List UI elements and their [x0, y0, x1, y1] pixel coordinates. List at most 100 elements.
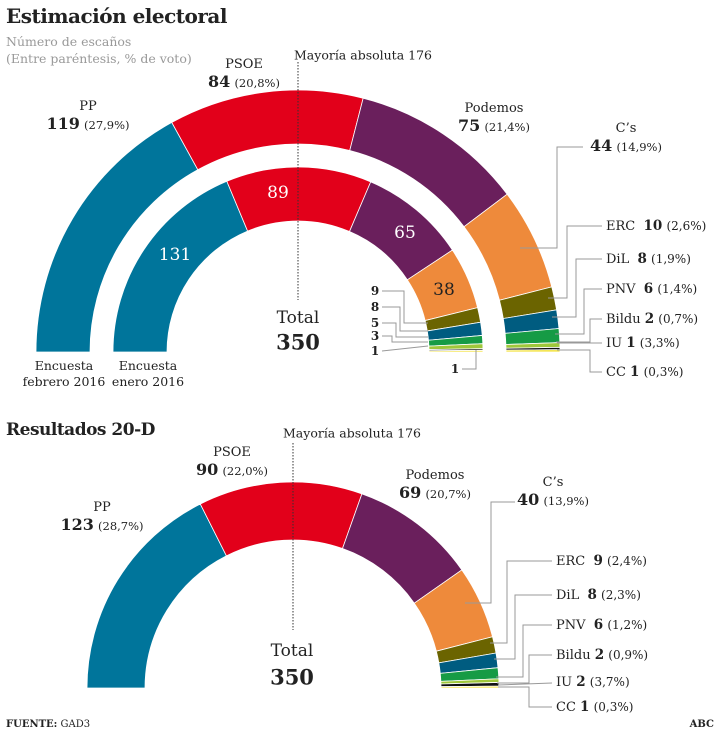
- leader-dil-bottom: [494, 594, 552, 660]
- vote-pct: (2,4%): [607, 554, 647, 568]
- source-label: FUENTE:: [6, 719, 58, 730]
- seats: 1: [630, 364, 640, 380]
- source-name: GAD3: [60, 719, 91, 730]
- source: FUENTE: GAD3: [6, 719, 90, 730]
- party-name: DiL: [556, 588, 580, 603]
- vote-pct: (3,7%): [589, 675, 630, 689]
- party-name: ERC: [606, 219, 636, 234]
- seats: 6: [593, 617, 604, 633]
- vote-pct: (3,3%): [639, 336, 680, 350]
- vote-pct: (1,2%): [607, 618, 648, 632]
- label-cc-bottom: CC 1 (0,3%): [556, 699, 633, 715]
- party-name: Podemos: [405, 468, 465, 483]
- seats: 84: [208, 72, 231, 91]
- inner-value-dil: 8: [370, 300, 380, 314]
- label-pnv-top: PNV 6 (1,4%): [606, 281, 697, 297]
- party-name: C’s: [615, 121, 637, 136]
- seats: 9: [593, 553, 603, 569]
- seats: 90: [196, 460, 219, 479]
- party-name: C’s: [542, 475, 564, 490]
- leader-5-inner: [382, 322, 428, 338]
- total-value-bottom: 350: [270, 664, 314, 690]
- party-name: PP: [93, 500, 111, 515]
- caption-line: febrero 2016: [22, 374, 106, 389]
- total-label-top: Total: [276, 308, 320, 328]
- majority-label-top: Mayoría absoluta 176: [294, 47, 432, 63]
- subtitle-1: Número de escaños: [6, 34, 132, 49]
- leader-8-inner: [382, 306, 428, 332]
- seats: 40: [517, 490, 540, 509]
- vote-pct: (0,3%): [643, 365, 684, 379]
- ring-results-20d-segment-psoe: [199, 481, 363, 557]
- seats: 69: [399, 483, 422, 502]
- inner-value-iu: 1: [370, 344, 380, 358]
- label-pp-top: PP 119 (27,9%): [46, 99, 129, 133]
- leader-pnv-bottom: [496, 624, 552, 678]
- caption-line: Encuesta: [118, 358, 178, 373]
- party-name: ERC: [556, 554, 586, 569]
- leader-cs-top: [520, 146, 583, 249]
- label-cc-top: CC 1 (0,3%): [606, 364, 683, 380]
- inner-value-cs: 38: [433, 280, 455, 300]
- seats: 8: [587, 587, 597, 603]
- leader-bildu-top: [556, 318, 602, 343]
- party-name: PNV: [606, 282, 636, 297]
- label-bildu-bottom: Bildu 2 (0,9%): [556, 647, 648, 663]
- vote-pct: (0,9%): [608, 648, 649, 662]
- page-title: Estimación electoral: [6, 4, 227, 28]
- label-podemos-bottom: Podemos 69 (20,7%): [399, 468, 471, 502]
- label-iu-top: IU 1 (3,3%): [606, 335, 680, 351]
- seats: 75: [458, 116, 481, 135]
- seats: 6: [643, 281, 654, 297]
- leader-lines: [292, 62, 602, 708]
- label-cs-top: C’s 44 (14,9%): [590, 121, 662, 155]
- seats: 1: [580, 699, 590, 715]
- seats: 8: [637, 251, 647, 267]
- party-name: IU: [606, 336, 623, 351]
- vote-pct: (28,7%): [98, 519, 144, 533]
- vote-pct: (0,7%): [658, 312, 699, 326]
- ring-feb-2016-segment-cc: [505, 349, 561, 353]
- ring-feb-2016-segment-psoe: [171, 89, 364, 171]
- leader-bildu-bottom: [497, 654, 552, 684]
- vote-pct: (21,4%): [484, 120, 530, 134]
- party-name: PSOE: [213, 445, 251, 460]
- seats: 2: [594, 647, 605, 663]
- ring-jan-2016-segment-psoe: [226, 166, 372, 233]
- party-name: PP: [79, 99, 97, 114]
- vote-pct: (1,4%): [657, 282, 698, 296]
- label-dil-bottom: DiL 8 (2,3%): [556, 587, 641, 603]
- leader-1b-inner: [462, 350, 477, 370]
- inner-value-erc: 9: [370, 284, 380, 298]
- party-name: DiL: [606, 252, 630, 267]
- party-name: Podemos: [464, 101, 524, 116]
- vote-pct: (0,3%): [593, 700, 634, 714]
- seats: 1: [626, 335, 636, 351]
- vote-pct: (2,6%): [666, 219, 707, 233]
- label-cs-bottom: C’s 40 (13,9%): [517, 475, 589, 509]
- leader-cc-top: [557, 349, 602, 373]
- leader-dil-top: [552, 258, 602, 318]
- caption-line: Encuesta: [34, 358, 94, 373]
- party-name: PNV: [556, 618, 586, 633]
- vote-pct: (20,8%): [234, 76, 280, 90]
- label-bildu-top: Bildu 2 (0,7%): [606, 311, 698, 327]
- label-iu-bottom: IU 2 (3,7%): [556, 674, 630, 690]
- inner-value-psoe: 89: [267, 183, 289, 203]
- seats: 10: [643, 218, 663, 234]
- seats: 2: [644, 311, 655, 327]
- inner-value-podemos: 65: [394, 223, 416, 243]
- seats: 123: [60, 515, 94, 534]
- inner-value-bildu: 3: [370, 329, 380, 343]
- inner-value-pnv: 5: [370, 316, 380, 330]
- party-name: Bildu: [556, 648, 591, 663]
- party-name: IU: [556, 675, 573, 690]
- vote-pct: (1,9%): [651, 252, 691, 266]
- leader-iu-bottom: [497, 682, 553, 686]
- caption-jan-2016: Encuesta enero 2016: [112, 358, 184, 390]
- party-name: PSOE: [225, 57, 263, 72]
- vote-pct: (22,0%): [222, 464, 268, 478]
- vote-pct: (13,9%): [543, 494, 589, 508]
- vote-pct: (2,3%): [601, 588, 641, 602]
